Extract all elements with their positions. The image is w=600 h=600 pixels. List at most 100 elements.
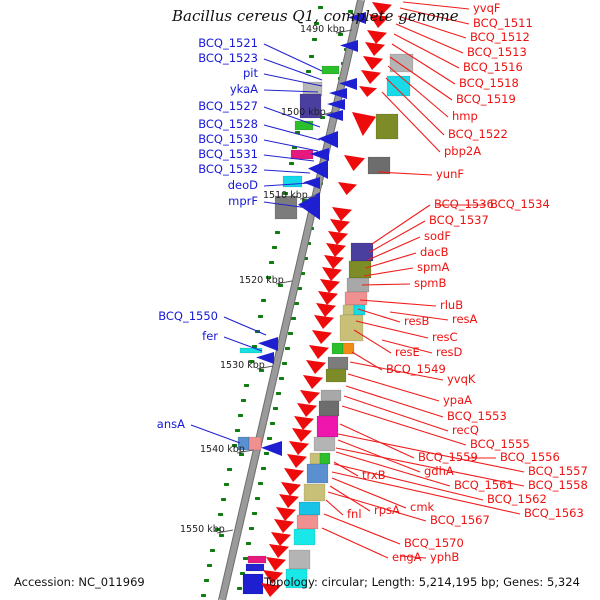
reverse-gene-label[interactable]: BCQ_1555 [470, 437, 530, 451]
reverse-gene-label[interactable]: spmA [417, 260, 449, 274]
gene-arrow[interactable] [306, 360, 326, 374]
reverse-gene-label[interactable]: resA [452, 312, 478, 326]
gene-box[interactable] [313, 436, 336, 452]
reverse-gene-label[interactable]: BCQ_1567 [430, 513, 490, 527]
gene-arrow[interactable] [274, 519, 294, 533]
reverse-gene-label[interactable]: sodF [424, 229, 451, 243]
gene-arrow[interactable] [329, 88, 347, 99]
reverse-gene-label[interactable]: BCQ_1534 [490, 197, 550, 211]
genome-axis-ribbon[interactable] [218, 0, 365, 600]
reverse-gene-label[interactable]: yunF [436, 167, 464, 181]
gene-arrow[interactable] [312, 330, 332, 344]
reverse-gene-label[interactable]: BCQ_1512 [470, 30, 530, 44]
gene-box[interactable] [316, 415, 339, 438]
gene-arrow[interactable] [308, 160, 328, 179]
forward-gene-label[interactable]: BCQ_1532 [198, 162, 258, 176]
gene-arrow[interactable] [327, 99, 345, 110]
gene-arrow[interactable] [314, 315, 334, 329]
reverse-gene-label[interactable]: BCQ_1511 [473, 16, 533, 30]
reverse-gene-label[interactable]: BCQ_1513 [467, 45, 527, 59]
gene-arrow[interactable] [279, 494, 299, 508]
reverse-gene-label[interactable]: recQ [452, 423, 479, 437]
reverse-gene-label[interactable]: resC [432, 330, 458, 344]
reverse-gene-label[interactable]: BCQ_1563 [524, 506, 584, 520]
reverse-gene-label[interactable]: BCQ_1556 [500, 450, 560, 464]
genome-axis[interactable] [218, 0, 365, 600]
reverse-gene-label[interactable]: BCQ_1522 [448, 127, 508, 141]
gene-arrow[interactable] [261, 441, 282, 456]
gene-arrow[interactable] [316, 303, 336, 317]
gene-arrow[interactable] [318, 291, 338, 305]
reverse-gene-label[interactable]: BCQ_1516 [463, 60, 523, 74]
reverse-gene-label[interactable]: BCQ_1561 [454, 478, 514, 492]
gene-arrow[interactable] [348, 12, 366, 24]
forward-gene-label[interactable]: BCQ_1527 [198, 99, 258, 113]
reverse-gene-label[interactable]: BCQ_1570 [404, 536, 464, 550]
gene-box[interactable] [386, 75, 411, 97]
gene-box[interactable] [320, 389, 342, 402]
reverse-gene-label[interactable]: ypaA [443, 393, 472, 407]
gene-arrow[interactable] [284, 468, 304, 482]
gene-arrow[interactable] [258, 337, 278, 351]
gene-arrow[interactable] [359, 86, 377, 97]
forward-gene-label[interactable]: pit [243, 66, 258, 80]
gene-arrow[interactable] [344, 155, 365, 171]
reverse-gene-label[interactable]: resE [395, 345, 420, 359]
gene-arrow[interactable] [324, 255, 344, 269]
gene-arrow[interactable] [297, 403, 317, 417]
reverse-gene-label[interactable]: trxB [362, 468, 386, 482]
reverse-gene-label[interactable]: BCQ_1562 [487, 492, 547, 506]
gene-box[interactable] [327, 356, 349, 371]
forward-gene-label[interactable]: BCQ_1531 [198, 147, 258, 161]
gene-arrow[interactable] [292, 428, 312, 442]
gene-arrow[interactable] [318, 131, 338, 148]
gene-box[interactable] [245, 563, 265, 572]
reverse-gene-label[interactable]: BCQ_1537 [429, 213, 489, 227]
reverse-gene-label[interactable]: resB [404, 314, 430, 328]
gene-box[interactable] [290, 149, 314, 160]
gene-arrow[interactable] [303, 177, 320, 189]
gene-arrow[interactable] [320, 279, 340, 293]
gene-arrow[interactable] [271, 532, 291, 546]
reverse-strand-features[interactable] [261, 2, 414, 597]
gene-arrow[interactable] [372, 2, 392, 16]
gene-box[interactable] [342, 342, 355, 355]
forward-strand-features[interactable] [237, 12, 366, 595]
reverse-gene-label[interactable]: rluB [440, 298, 463, 312]
reverse-gene-label[interactable]: gdhA [424, 464, 454, 478]
gene-arrow[interactable] [361, 70, 381, 84]
forward-gene-label[interactable]: BCQ_1521 [198, 36, 258, 50]
gene-box[interactable] [367, 156, 391, 175]
reverse-gene-label[interactable]: BCQ_1518 [459, 76, 519, 90]
forward-gene-label[interactable]: ansA [157, 417, 185, 431]
gene-box[interactable] [331, 342, 344, 355]
gene-arrow[interactable] [300, 390, 320, 404]
gene-arrow[interactable] [310, 148, 329, 161]
forward-gene-labels[interactable]: BCQ_1521BCQ_1523pitykaABCQ_1527BCQ_1528B… [157, 36, 259, 431]
gene-box[interactable] [247, 555, 267, 564]
forward-gene-label[interactable]: BCQ_1530 [198, 132, 258, 146]
gene-box[interactable] [321, 65, 340, 75]
gene-box[interactable] [306, 463, 329, 484]
gene-box[interactable] [293, 528, 316, 546]
gene-box[interactable] [285, 568, 308, 589]
reverse-gene-label[interactable]: spmB [414, 276, 446, 290]
gene-box[interactable] [288, 549, 311, 570]
reverse-gene-label[interactable]: fnl [347, 507, 362, 521]
gene-arrow[interactable] [369, 14, 389, 28]
gene-arrow[interactable] [352, 112, 376, 136]
reverse-gene-label[interactable]: BCQ_1553 [447, 409, 507, 423]
gene-arrow[interactable] [367, 30, 387, 44]
forward-gene-label[interactable]: BCQ_1528 [198, 117, 258, 131]
gene-box[interactable] [303, 483, 326, 502]
gene-arrow[interactable] [365, 42, 385, 56]
forward-gene-label[interactable]: BCQ_1550 [158, 309, 218, 323]
gene-arrow[interactable] [326, 243, 346, 257]
reverse-gene-label[interactable]: engA [392, 550, 422, 564]
gene-box[interactable] [318, 400, 340, 417]
reverse-gene-label[interactable]: rpsA [374, 503, 400, 517]
gene-arrow[interactable] [256, 352, 274, 364]
gene-arrow[interactable] [340, 40, 358, 52]
